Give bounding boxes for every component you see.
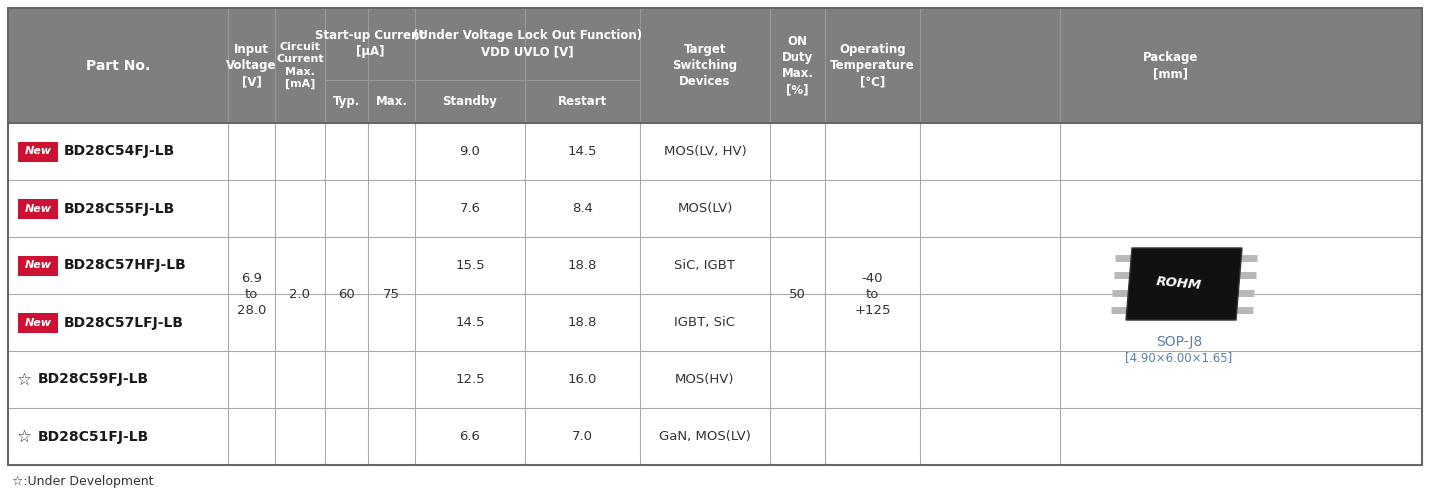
Text: MOS(LV, HV): MOS(LV, HV) <box>664 145 746 158</box>
Text: 14.5: 14.5 <box>568 145 598 158</box>
Bar <box>19 255 59 276</box>
Text: Typ.: Typ. <box>333 95 360 108</box>
Text: SOP-J8: SOP-J8 <box>1155 335 1203 349</box>
Bar <box>19 199 59 218</box>
Text: 8.4: 8.4 <box>572 202 593 215</box>
Text: 7.6: 7.6 <box>459 202 480 215</box>
Text: ☆: ☆ <box>17 427 31 446</box>
Text: 50: 50 <box>789 287 807 301</box>
Text: Standby: Standby <box>442 95 498 108</box>
Text: New: New <box>24 260 51 271</box>
Text: BD28C57LFJ-LB: BD28C57LFJ-LB <box>64 316 184 329</box>
Text: Restart: Restart <box>558 95 608 108</box>
Text: Package
[mm]: Package [mm] <box>1144 51 1198 80</box>
Text: BD28C54FJ-LB: BD28C54FJ-LB <box>64 144 176 159</box>
Text: 18.8: 18.8 <box>568 259 598 272</box>
Text: 6.6: 6.6 <box>459 430 480 443</box>
Text: BD28C51FJ-LB: BD28C51FJ-LB <box>39 429 149 444</box>
Text: (Under Voltage Lock Out Function)
VDD UVLO [V]: (Under Voltage Lock Out Function) VDD UV… <box>413 30 642 59</box>
Bar <box>19 313 59 332</box>
Bar <box>9 237 1421 294</box>
Text: BD28C55FJ-LB: BD28C55FJ-LB <box>64 202 176 215</box>
Text: ROHM: ROHM <box>1155 276 1203 292</box>
Bar <box>9 408 1421 465</box>
Text: 9.0: 9.0 <box>459 145 480 158</box>
Text: New: New <box>24 146 51 156</box>
Text: 60: 60 <box>337 287 355 301</box>
Text: 75: 75 <box>383 287 400 301</box>
Text: Input
Voltage
[V]: Input Voltage [V] <box>226 43 277 88</box>
Bar <box>19 141 59 162</box>
Bar <box>9 351 1421 408</box>
Text: New: New <box>24 204 51 213</box>
Bar <box>9 123 1421 180</box>
Text: SiC, IGBT: SiC, IGBT <box>675 259 735 272</box>
Text: Target
Switching
Devices: Target Switching Devices <box>672 43 738 88</box>
Polygon shape <box>1125 248 1243 320</box>
Text: MOS(HV): MOS(HV) <box>675 373 735 386</box>
Bar <box>9 8 1421 123</box>
Text: ☆: ☆ <box>17 371 31 388</box>
Text: 12.5: 12.5 <box>455 373 485 386</box>
Text: 18.8: 18.8 <box>568 316 598 329</box>
Text: ON
Duty
Max.
[%]: ON Duty Max. [%] <box>782 35 814 96</box>
Text: Circuit
Current
Max.
[mA]: Circuit Current Max. [mA] <box>276 42 323 89</box>
Text: Part No.: Part No. <box>86 59 150 72</box>
Text: MOS(LV): MOS(LV) <box>678 202 732 215</box>
Text: [4.90×6.00×1.65]: [4.90×6.00×1.65] <box>1125 352 1233 364</box>
Text: IGBT, SiC: IGBT, SiC <box>675 316 735 329</box>
Text: BD28C59FJ-LB: BD28C59FJ-LB <box>39 373 149 387</box>
Text: BD28C57HFJ-LB: BD28C57HFJ-LB <box>64 258 187 273</box>
Text: 15.5: 15.5 <box>455 259 485 272</box>
Text: 2.0: 2.0 <box>289 287 310 301</box>
Bar <box>9 180 1421 237</box>
Text: New: New <box>24 317 51 327</box>
Text: 14.5: 14.5 <box>455 316 485 329</box>
Bar <box>9 294 1421 351</box>
Text: 6.9
to
28.0: 6.9 to 28.0 <box>237 272 266 317</box>
Text: ☆:Under Development: ☆:Under Development <box>11 476 153 489</box>
Text: 16.0: 16.0 <box>568 373 598 386</box>
Text: GaN, MOS(LV): GaN, MOS(LV) <box>659 430 751 443</box>
Text: -40
to
+125: -40 to +125 <box>854 272 891 317</box>
Text: Start-up Current
[μA]: Start-up Current [μA] <box>315 30 425 59</box>
Text: 7.0: 7.0 <box>572 430 593 443</box>
Text: Operating
Temperature
[°C]: Operating Temperature [°C] <box>831 43 915 88</box>
Text: Max.: Max. <box>376 95 408 108</box>
